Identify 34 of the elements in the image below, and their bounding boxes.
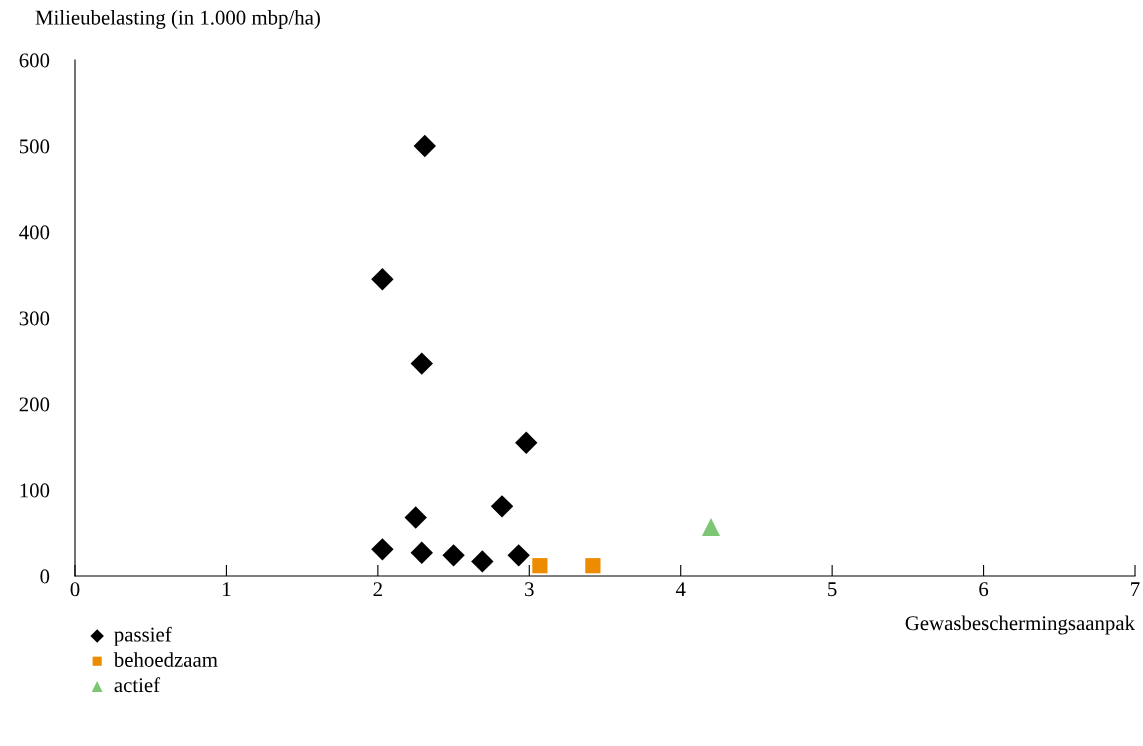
y-tick-label: 0 <box>40 569 50 584</box>
point <box>410 352 433 375</box>
x-tick-label: 4 <box>675 582 686 597</box>
legend-label: actief <box>114 677 161 693</box>
x-axis-title: Gewasbeschermingsaanpak <box>905 615 1135 635</box>
x-tick-label: 7 <box>1131 582 1140 597</box>
point <box>371 268 394 291</box>
y-tick-label: 500 <box>19 139 50 154</box>
x-tick-label: 6 <box>979 582 989 597</box>
point <box>413 134 436 158</box>
point <box>532 558 548 574</box>
point <box>404 506 427 529</box>
y-tick-label: 300 <box>19 311 50 326</box>
legend-label: behoedzaam <box>113 652 218 667</box>
point <box>585 558 601 574</box>
y-tick-label: 400 <box>19 225 50 240</box>
y-tick-label: 100 <box>20 483 50 498</box>
point <box>515 431 538 454</box>
legend-label: passief <box>114 626 172 646</box>
point <box>490 495 514 518</box>
point <box>371 538 394 561</box>
point <box>471 550 494 573</box>
y-tick-label: 600 <box>19 53 50 68</box>
x-tick-label: 5 <box>828 582 837 597</box>
point <box>507 544 530 567</box>
point <box>410 541 433 564</box>
y-tick-label: 200 <box>19 397 50 412</box>
y-axis-title: Milieubelasting (in 1.000 mbp/ha) <box>35 10 320 29</box>
point <box>442 544 465 567</box>
point <box>701 517 721 537</box>
x-tick-label: 0 <box>70 582 80 597</box>
x-tick-label: 3 <box>525 582 534 597</box>
x-tick-label: 2 <box>373 582 382 597</box>
x-tick-label: 1 <box>223 582 231 597</box>
